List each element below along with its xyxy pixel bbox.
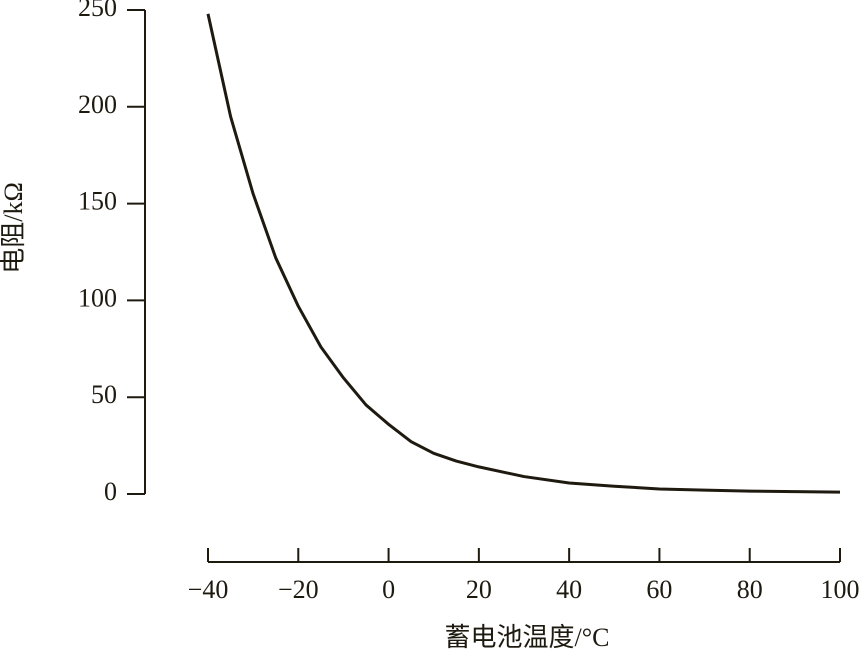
y-tick-label: 100	[78, 283, 117, 312]
x-tick-label: 0	[382, 575, 395, 604]
y-tick-label: 250	[78, 0, 117, 22]
x-tick-label: 20	[466, 575, 492, 604]
y-axis-label: 电阻/kΩ	[0, 182, 28, 274]
x-tick-label: −20	[278, 575, 319, 604]
x-tick-label: 40	[556, 575, 582, 604]
x-tick-label: 100	[821, 575, 860, 604]
x-tick-label: 80	[737, 575, 763, 604]
y-tick-label: 0	[104, 477, 117, 506]
y-tick-label: 200	[78, 90, 117, 119]
line	[206, 13, 841, 494]
y-tick-label: 50	[91, 380, 117, 409]
x-tick-label: 60	[646, 575, 672, 604]
y-tick-label: 150	[78, 187, 117, 216]
x-axis-label: 蓄电池温度/°C	[445, 623, 610, 652]
x-tick-label: −40	[188, 575, 229, 604]
